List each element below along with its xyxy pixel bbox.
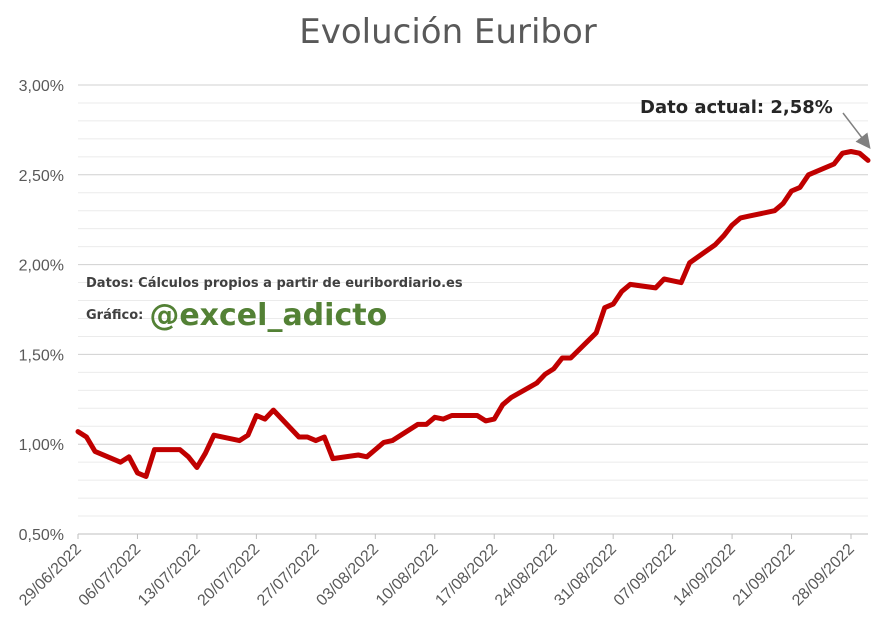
y-tick-label: 1,50% <box>19 347 64 364</box>
credit-handle: @excel_adicto <box>149 298 388 333</box>
x-tick-label: 24/08/2022 <box>492 541 561 610</box>
credit: Gráfico: @excel_adicto <box>86 298 387 333</box>
x-tick-label: 06/07/2022 <box>76 541 145 610</box>
current-value-annotation: Dato actual: 2,58% <box>640 97 833 118</box>
x-tick-label: 14/09/2022 <box>670 541 739 610</box>
y-tick-label: 1,00% <box>19 437 64 454</box>
x-tick-label: 17/08/2022 <box>432 541 501 610</box>
x-tick-label: 20/07/2022 <box>195 541 264 610</box>
annotation-arrow <box>842 112 871 149</box>
y-tick-label: 3,00% <box>19 78 64 95</box>
y-tick-label: 0,50% <box>19 527 64 544</box>
y-tick-label: 2,50% <box>19 168 64 185</box>
x-tick-label: 07/09/2022 <box>611 541 680 610</box>
credit-label: Gráfico: <box>86 308 144 323</box>
x-tick-label: 21/09/2022 <box>730 541 799 610</box>
x-tick-label: 31/08/2022 <box>551 541 620 610</box>
chart-title: Evolución Euribor <box>299 12 597 52</box>
x-tick-label: 10/08/2022 <box>373 541 442 610</box>
x-tick-label: 13/07/2022 <box>135 541 204 610</box>
euribor-series-line <box>75 149 871 479</box>
x-tick-label: 29/06/2022 <box>16 541 85 610</box>
x-tick-label: 28/09/2022 <box>789 541 858 610</box>
x-tick-label: 03/08/2022 <box>313 541 382 610</box>
source-note: Datos: Cálculos propios a partir de euri… <box>86 276 463 291</box>
y-tick-label: 2,00% <box>19 258 64 275</box>
x-tick-label: 27/07/2022 <box>254 541 323 610</box>
